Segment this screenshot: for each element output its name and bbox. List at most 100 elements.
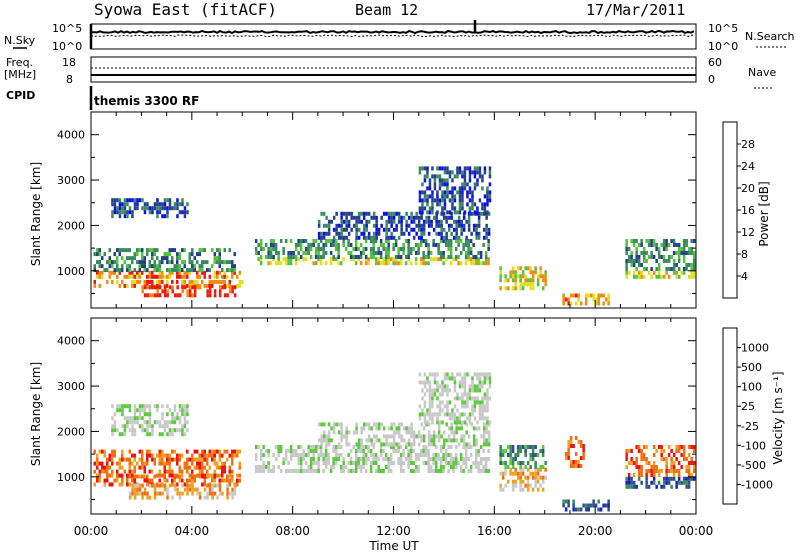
echo-cell [484, 251, 488, 255]
echo-cell [183, 279, 186, 284]
echo-cell [464, 251, 468, 255]
echo-cell [307, 243, 310, 247]
echo-cell [367, 449, 370, 453]
echo-cell [118, 248, 121, 253]
echo-cell [128, 482, 131, 487]
echo-cell [257, 243, 260, 247]
echo-cell [516, 453, 520, 457]
echo-cell [464, 449, 468, 453]
echo-cell [574, 301, 578, 306]
echo-cell [198, 473, 201, 478]
echo-cell [118, 465, 121, 470]
echo-cell [463, 380, 467, 385]
echo-cell [213, 279, 216, 284]
echo-cell [332, 426, 336, 431]
echo-cell [151, 432, 154, 437]
echo-cell [526, 479, 530, 484]
echo-cell [357, 461, 360, 465]
echo-cell [471, 206, 474, 211]
echo-cell [428, 178, 432, 183]
echo-cell [377, 426, 381, 431]
echo-cell [324, 239, 328, 243]
echo-cell [146, 461, 149, 466]
echo-cell [587, 507, 590, 512]
echo-cell [387, 211, 391, 216]
echo-cell [414, 457, 418, 461]
echo-cell [121, 457, 124, 462]
time-tick-label: 16:00 [477, 524, 512, 538]
echo-cell [183, 420, 187, 425]
echo-cell [372, 247, 375, 251]
echo-cell [362, 461, 365, 465]
colorbar-tick-label: 12 [741, 226, 755, 239]
echo-cell [449, 461, 453, 465]
echo-cell [577, 440, 580, 444]
echo-cell [462, 215, 466, 220]
echo-cell [382, 247, 385, 251]
echo-cell [203, 495, 207, 500]
nsearch-tick-top: 10^5 [708, 22, 738, 35]
echo-cell [433, 372, 437, 377]
echo-cell [541, 487, 545, 492]
echo-cell [441, 400, 444, 405]
echo-cell [168, 465, 171, 470]
echo-cell [574, 452, 578, 456]
echo-cell [544, 467, 547, 472]
echo-cell [477, 257, 480, 262]
echo-cell [460, 438, 463, 443]
echo-cell [390, 223, 393, 228]
echo-cell [193, 289, 197, 294]
echo-cell [441, 408, 444, 413]
echo-cell [682, 457, 686, 461]
echo-cell [146, 482, 149, 487]
echo-cell [138, 412, 142, 417]
echo-cell [131, 487, 134, 492]
echo-cell [424, 243, 428, 247]
echo-cell [504, 483, 507, 488]
echo-cell [357, 442, 361, 447]
echo-cell [339, 453, 343, 457]
echo-cell [531, 449, 535, 453]
echo-cell [429, 469, 433, 473]
echo-cell [294, 449, 298, 453]
echo-cell [579, 456, 583, 460]
echo-cell [463, 384, 467, 389]
echo-cell [108, 264, 111, 269]
echo-cell [479, 469, 483, 473]
echo-cell [627, 476, 631, 481]
echo-cell [394, 261, 398, 266]
echo-cell [650, 239, 653, 243]
echo-cell [440, 231, 443, 236]
echo-cell [572, 293, 575, 298]
echo-cell [277, 261, 280, 266]
echo-cell [419, 261, 423, 266]
echo-cell [188, 465, 191, 470]
echo-cell [277, 453, 280, 457]
echo-cell [111, 416, 114, 421]
echo-cell [427, 255, 430, 259]
echo-cell [267, 469, 270, 473]
echo-cell [375, 215, 378, 220]
echo-cell [106, 473, 109, 478]
echo-cell [458, 166, 462, 171]
echo-cell [332, 239, 335, 243]
echo-cell [387, 261, 390, 266]
echo-cell [188, 270, 191, 275]
echo-cell [193, 457, 196, 462]
echo-cell [166, 457, 169, 462]
echo-cell [435, 215, 438, 220]
echo-cell [516, 445, 520, 449]
echo-cell [141, 465, 144, 470]
echo-cell [143, 210, 147, 215]
echo-cell [93, 283, 96, 288]
echo-cell [216, 248, 219, 253]
echo-cell [292, 449, 295, 453]
echo-cell [345, 227, 348, 232]
echo-cell [405, 227, 408, 232]
echo-cell [435, 223, 438, 228]
echo-cell [181, 248, 184, 253]
velocity-ylabel: Slant Range [km] [29, 362, 43, 466]
echo-cell [437, 453, 440, 457]
echo-cell [486, 404, 489, 409]
echo-cell [487, 261, 490, 266]
